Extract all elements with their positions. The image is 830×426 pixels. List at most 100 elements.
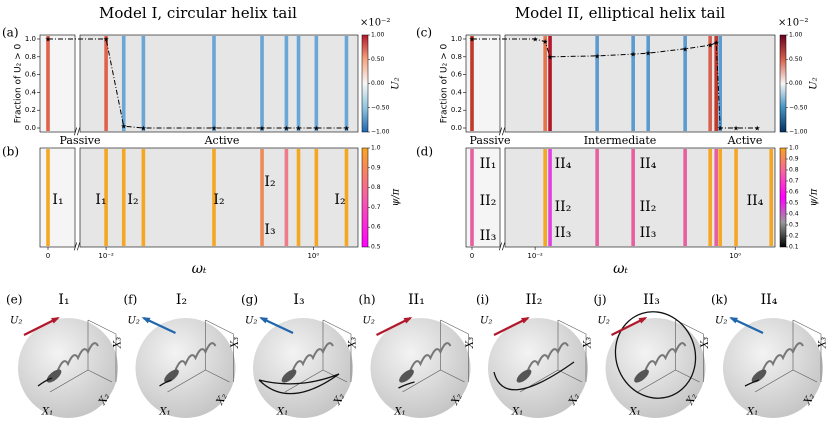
stripe [296, 149, 301, 246]
star-marker: ★ [259, 125, 265, 133]
trajectory [159, 379, 172, 387]
trajectory [493, 361, 575, 391]
region-label: Active [204, 134, 240, 147]
stripe [314, 36, 319, 131]
axis-x2: X₂ [802, 392, 818, 408]
colorbar-tick-label: 0.9 [371, 164, 381, 171]
stripe [548, 149, 552, 246]
star-marker: ★ [717, 125, 723, 133]
star-marker: ★ [469, 36, 475, 44]
title: Model I, circular helix tail [99, 4, 297, 22]
axis-x2: X₂ [567, 392, 583, 408]
fraction-line [472, 38, 758, 129]
arrow-head [521, 317, 530, 324]
stripe [543, 149, 547, 246]
axis-x1: X₁ [159, 407, 171, 418]
panel-letter: (h) [359, 293, 376, 307]
star-marker: ★ [645, 50, 651, 58]
star-marker: ★ [283, 125, 289, 133]
colorbar-label: U₂ [809, 77, 820, 89]
trajectory [258, 373, 340, 395]
log-region [79, 34, 359, 133]
stripe [769, 149, 773, 246]
stripe [714, 149, 719, 246]
helix-tail [762, 342, 804, 371]
colorbar-label: ψ/π [391, 188, 402, 206]
star-marker: ★ [211, 125, 217, 133]
colorbar-tick-label: −0.50 [789, 104, 808, 111]
stripe [631, 149, 635, 246]
body [634, 369, 649, 383]
colorbar-label: ψ/π [809, 188, 820, 206]
colorbar-tick-label: −1.00 [371, 129, 390, 136]
sketch-label: II₁ [408, 292, 425, 308]
stripe [284, 149, 289, 246]
star-marker: ★ [140, 125, 146, 133]
star-marker: ★ [542, 38, 548, 46]
colorbar-tick-label: 0.00 [371, 80, 385, 87]
axis-x3: X₃ [113, 337, 124, 349]
axis-x3: X₃ [700, 337, 711, 349]
colorbar-tick-label: 0.1 [789, 244, 799, 251]
region-label: Passive [60, 134, 101, 147]
colorbar-tick-label: 0.6 [371, 224, 381, 231]
stripe [595, 36, 599, 131]
region-label: Intermediate [584, 134, 657, 147]
helix-tail [527, 342, 569, 371]
regime-label: II₄ [747, 193, 764, 209]
axis-x2: X₂ [684, 392, 700, 408]
break: // [74, 128, 81, 138]
body [281, 369, 297, 383]
colorbar-label: U₂ [391, 77, 402, 89]
stripe [714, 36, 719, 131]
axis-x1: X₁ [394, 407, 406, 418]
y-tick-label: 1.0 [25, 35, 36, 43]
velocity-label: U₂ [10, 316, 22, 327]
y-axis-label: Fraction of U₂ > 0 [440, 43, 450, 123]
star-marker: ★ [733, 125, 739, 133]
axis-x2: X₂ [332, 392, 348, 408]
colorbar-tick-label: 0.8 [789, 167, 799, 174]
regime-label: I₁ [52, 192, 63, 208]
colorbar [779, 147, 787, 248]
sketch-label: I₁ [58, 292, 69, 308]
trajectory [37, 377, 53, 387]
body [399, 369, 414, 383]
stripe [104, 149, 108, 246]
star-marker: ★ [103, 36, 109, 44]
panel-letter: (g) [241, 293, 258, 307]
regime-label: II₃ [480, 228, 497, 244]
colorbar-tick-label: 0.9 [789, 156, 799, 163]
colorbar-tick-label: 0.3 [789, 222, 799, 229]
colorbar [361, 147, 369, 248]
colorbar-tick-label: 0.5 [371, 244, 381, 251]
colorbar-tick-label: 1.00 [371, 32, 385, 39]
colorbar-tick-label: 0.50 [789, 56, 803, 63]
stripe [543, 36, 547, 131]
arrow-head [638, 317, 648, 324]
star-marker: ★ [313, 125, 319, 133]
star-marker: ★ [532, 36, 538, 44]
sketch-label: I₃ [293, 292, 304, 308]
y-axis-label: Fraction of U₂ > 0 [14, 43, 24, 123]
y-tick-label: 0.0 [25, 124, 36, 132]
axes-box [754, 319, 822, 393]
break: // [499, 128, 506, 138]
panel-letter: (j) [594, 293, 607, 307]
arrow-head [403, 317, 413, 324]
panel-letter: (a) [2, 26, 19, 40]
log-region [79, 147, 359, 248]
colorbar-tick-label: 0.00 [789, 80, 803, 87]
stripe [212, 149, 216, 246]
regime-label: II₂ [555, 199, 572, 215]
star-marker: ★ [343, 125, 349, 133]
panel-letter: (i) [476, 293, 489, 307]
colorbar-tick-label: 1.0 [371, 145, 381, 152]
region-label: Passive [470, 134, 511, 147]
stripe [314, 149, 319, 246]
region-label: Active [727, 134, 763, 147]
axes-box [49, 319, 117, 393]
velocity-label: U₂ [480, 316, 492, 327]
panel-letter: (k) [711, 293, 728, 307]
